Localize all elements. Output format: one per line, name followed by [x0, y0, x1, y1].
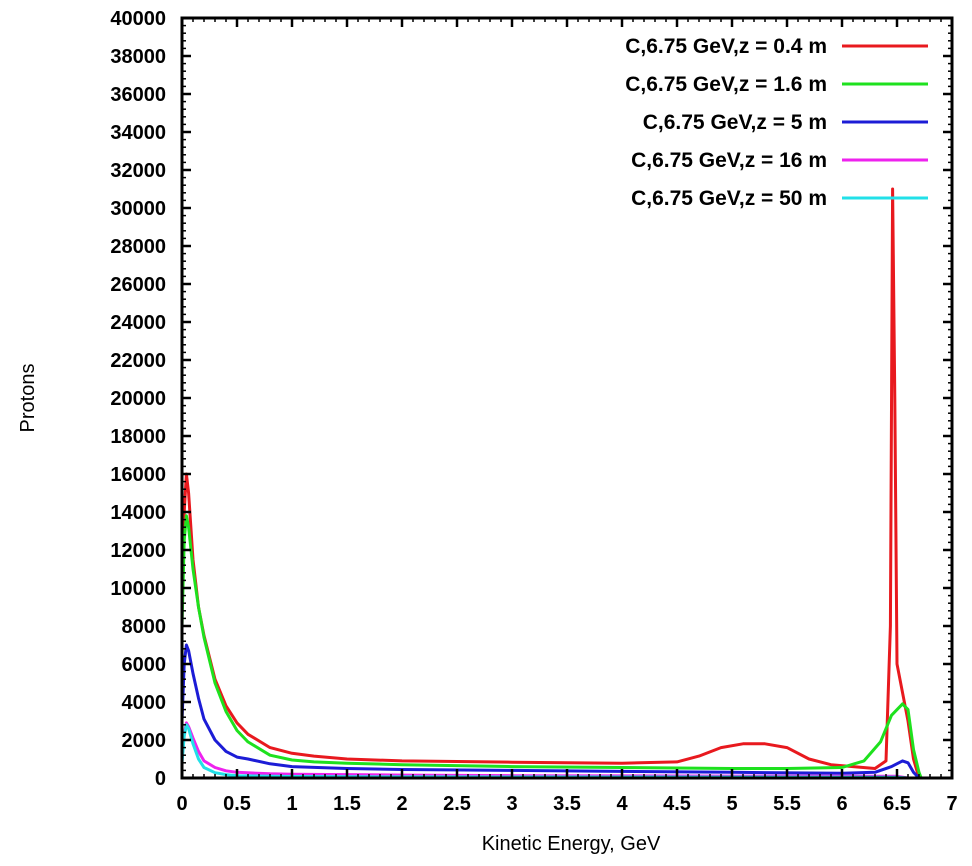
y-tick-label: 22000: [110, 350, 166, 372]
y-tick-label: 0: [155, 768, 166, 790]
y-tick-label: 30000: [110, 198, 166, 220]
y-tick-label: 8000: [122, 616, 167, 638]
legend-label-3: C,6.75 GeV,z = 5 m: [643, 111, 827, 134]
series-line-3: [180, 643, 921, 780]
legend-label-2: C,6.75 GeV,z = 1.6 m: [625, 73, 827, 96]
y-tick-label: 20000: [110, 388, 166, 410]
x-tick-label: 5: [726, 793, 737, 815]
y-tick-label: 32000: [110, 160, 166, 182]
y-tick-label: 38000: [110, 46, 166, 68]
x-tick-label: 1: [286, 793, 297, 815]
x-tick-label: 0.5: [223, 793, 251, 815]
y-tick-label: 12000: [110, 540, 166, 562]
legend-label-1: C,6.75 GeV,z = 0.4 m: [625, 35, 827, 58]
x-tick-label: 2: [396, 793, 407, 815]
x-tick-label: 4: [616, 793, 628, 815]
plot-background: [182, 18, 952, 778]
x-tick-label: 3: [506, 793, 517, 815]
x-tick-label: 1.5: [333, 793, 361, 815]
x-tick-label: 5.5: [773, 793, 801, 815]
x-tick-label: 3.5: [553, 793, 581, 815]
x-tick-label: 6.5: [883, 793, 911, 815]
series-line-2: [180, 514, 923, 779]
y-tick-label: 10000: [110, 578, 166, 600]
y-tick-label: 4000: [122, 692, 167, 714]
y-tick-label: 36000: [110, 84, 166, 106]
curves: [180, 187, 923, 780]
x-tick-label: 6: [836, 793, 847, 815]
x-axis-label: Kinetic Energy, GeV: [482, 833, 661, 855]
legend: C,6.75 GeV,z = 0.4 m C,6.75 GeV,z = 1.6 m…: [625, 35, 928, 210]
y-tick-label: 2000: [122, 730, 167, 752]
y-tick-label: 16000: [110, 464, 166, 486]
y-tick-label: 14000: [110, 502, 166, 524]
y-tick-label: 40000: [110, 8, 166, 30]
tick-labels: 0 0.5 1 1.5 2 2.5 3 3.5 4 4.5 5 5.5 6 6.5 7 0 2000 4000 60…: [110, 8, 957, 815]
y-tick-label: 6000: [122, 654, 167, 676]
legend-label-4: C,6.75 GeV,z = 16 m: [631, 149, 827, 172]
y-tick-label: 18000: [110, 426, 166, 448]
y-tick-label: 26000: [110, 274, 166, 296]
y-tick-label: 24000: [110, 312, 166, 334]
legend-label-5: C,6.75 GeV,z = 50 m: [631, 187, 827, 210]
y-tick-label: 28000: [110, 236, 166, 258]
x-tick-label: 7: [946, 793, 957, 815]
ticks: [180, 16, 954, 780]
x-tick-label: 4.5: [663, 793, 691, 815]
plot-area: [182, 18, 952, 778]
x-tick-label: 2.5: [443, 793, 471, 815]
y-tick-label: 34000: [110, 122, 166, 144]
x-tick-label: 0: [176, 793, 187, 815]
y-axis-label: Protons: [17, 364, 39, 433]
